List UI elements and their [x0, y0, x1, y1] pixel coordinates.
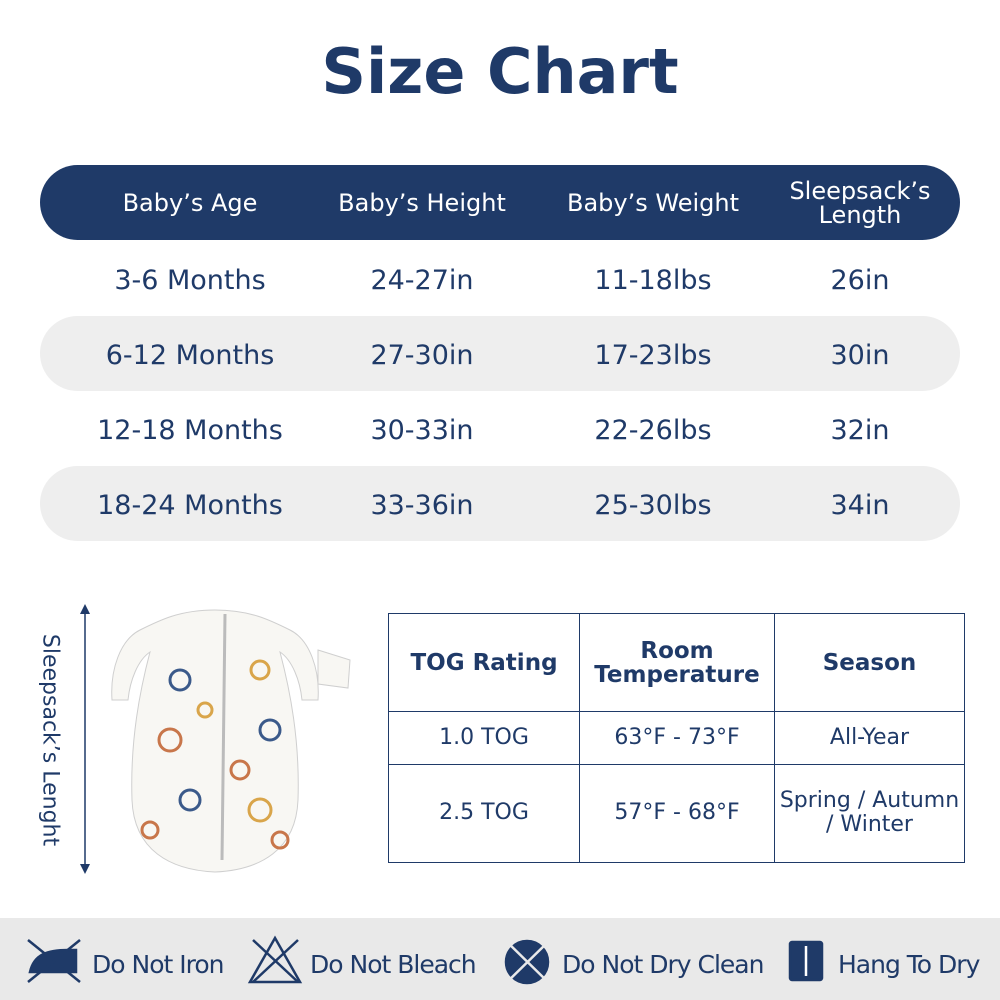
- table-cell: 30-33in: [370, 415, 474, 446]
- table-cell: 57°F - 68°F: [579, 763, 775, 864]
- table-cell: 26in: [830, 265, 890, 296]
- table-cell: 24-27in: [370, 265, 474, 296]
- table-cell: 30in: [830, 340, 890, 371]
- header-cell: Baby’s Age: [122, 188, 258, 217]
- table-cell: 27-30in: [370, 340, 474, 371]
- header-cell: Sleepsack’s Length: [789, 176, 931, 229]
- table-cell: 63°F - 73°F: [579, 711, 775, 765]
- header-cell: Season: [774, 612, 965, 713]
- table-row: 1.0 TOG 63°F - 73°F All-Year: [388, 711, 965, 765]
- table-cell: 11-18lbs: [594, 265, 712, 296]
- table-cell: 6-12 Months: [105, 340, 275, 371]
- row-band: [40, 316, 960, 391]
- table-cell: 18-24 Months: [97, 490, 283, 521]
- table-cell: 25-30lbs: [594, 490, 712, 521]
- table-cell: 3-6 Months: [114, 265, 266, 296]
- table-cell: 34in: [830, 490, 890, 521]
- sleepsack-illustration: [80, 604, 351, 874]
- care-bar: [0, 918, 1000, 1000]
- table-cell: 22-26lbs: [594, 415, 712, 446]
- care-icons: [27, 935, 824, 985]
- tog-table: TOG Rating Room Temperature Season 1.0 TOG 6…: [388, 612, 965, 864]
- header-cell: Baby’s Height: [338, 188, 506, 217]
- row-band: [40, 466, 960, 541]
- length-label: Sleepsack’s Lenght: [37, 633, 63, 847]
- care-label: Do Not Iron: [92, 950, 224, 979]
- care-label: Do Not Bleach: [310, 950, 477, 979]
- table-row: 2.5 TOG 57°F - 68°F Spring / Autumn / Wint…: [388, 763, 965, 864]
- care-label: Do Not Dry Clean: [562, 950, 764, 979]
- header-cell: Baby’s Weight: [567, 188, 739, 217]
- header-cell: TOG Rating: [388, 612, 580, 713]
- care-label: Hang To Dry: [838, 950, 980, 979]
- table-cell: All-Year: [774, 711, 965, 765]
- table-cell: 32in: [830, 415, 890, 446]
- table-cell: 1.0 TOG: [388, 711, 580, 765]
- table-cell: 33-36in: [370, 490, 474, 521]
- header-cell: Room Temperature: [579, 612, 775, 713]
- table-cell: 2.5 TOG: [388, 763, 580, 864]
- header-row: TOG Rating Room Temperature Season: [388, 612, 965, 713]
- header-bar: [40, 165, 960, 240]
- table-cell: Spring / Autumn / Winter: [774, 763, 965, 864]
- title: Size Chart: [321, 35, 679, 108]
- table-cell: 12-18 Months: [97, 415, 283, 446]
- table-cell: 17-23lbs: [594, 340, 712, 371]
